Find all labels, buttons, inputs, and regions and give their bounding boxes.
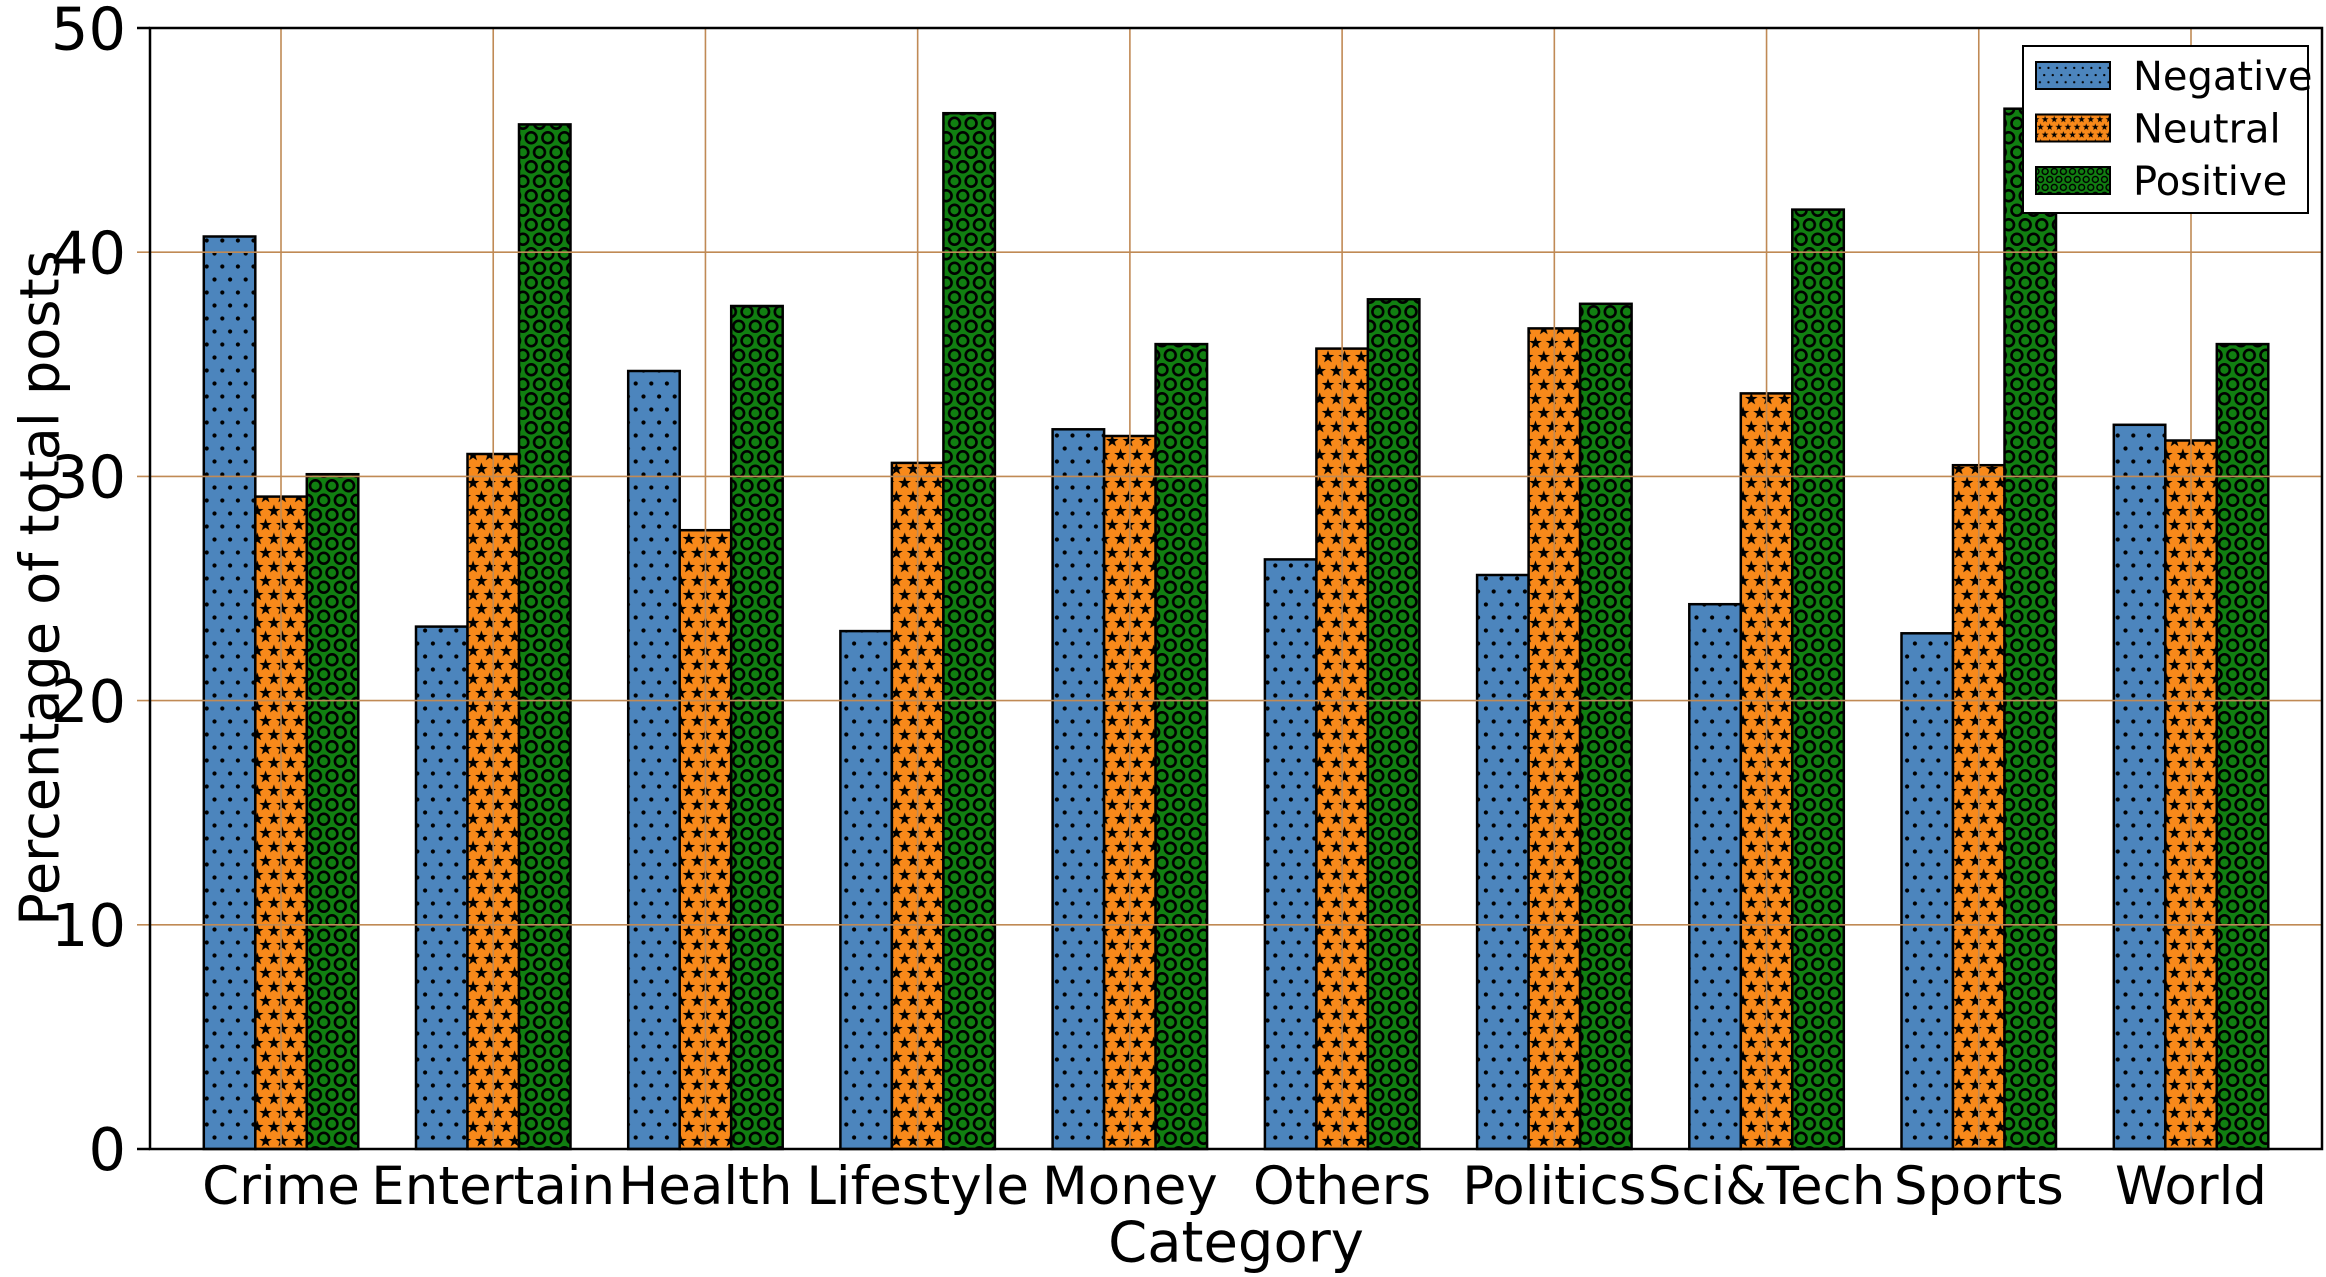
legend-label-neutral: Neutral [2133,106,2281,152]
y-tick-label-20: 20 [51,667,126,736]
grid-group [137,26,2322,1151]
bar-negative-world [2112,423,2167,1151]
bar-negative-entertain [414,625,469,1151]
bar-negative-lifestyle [839,629,894,1151]
bar-positive-money [1154,342,1209,1151]
x-tick-label-health: Health [618,1156,792,1217]
axes-frame [148,26,2324,1151]
x-tick-label-sci-tech: Sci&Tech [1648,1156,1886,1217]
legend-swatch-negative [2035,61,2111,90]
y-tick-label-30: 30 [51,443,126,512]
x-axis-label: Category [1108,1210,1364,1276]
y-tick-label-10: 10 [51,891,126,960]
bar-negative-sci-tech [1688,602,1743,1151]
bar-positive-others [1366,298,1421,1151]
tick-labels-group: 0 10 20 30 40 50 Crime Entertain Health Lifestyle… [51,0,2267,1217]
y-tick-label-0: 0 [88,1115,126,1184]
x-tick-label-money: Money [1042,1156,1218,1217]
bar-positive-politics [1578,302,1633,1151]
bar-negative-others [1263,558,1318,1151]
legend-swatch-neutral [2035,113,2111,143]
x-tick-label-crime: Crime [202,1156,360,1217]
y-tick-label-40: 40 [51,218,126,287]
legend-label-negative: Negative [2133,54,2313,100]
legend-swatch-positive [2035,166,2111,195]
y-axis-label: Percentage of total posts [8,250,72,926]
x-tick-label-lifestyle: Lifestyle [806,1156,1029,1217]
bar-negative-politics [1475,573,1530,1151]
y-tick-label-50: 50 [51,0,126,63]
bar-positive-sports [2003,107,2058,1151]
bar-positive-entertain [517,123,572,1151]
x-tick-label-sports: Sports [1894,1156,2064,1217]
bar-positive-sci-tech [1791,208,1846,1151]
bar-positive-world [2215,342,2270,1151]
bar-positive-health [729,304,784,1151]
x-tick-label-politics: Politics [1462,1156,1646,1217]
bar-negative-sports [1900,632,1955,1151]
legend: Negative Neutral Positive [2022,45,2313,214]
bar-negative-money [1051,428,1106,1151]
bar-positive-lifestyle [942,111,997,1151]
x-tick-label-world: World [2115,1156,2267,1217]
bar-negative-health [626,369,681,1151]
x-tick-label-entertain: Entertain [371,1156,615,1217]
bar-negative-crime [202,235,257,1151]
x-tick-label-others: Others [1253,1156,1431,1217]
bars-group [202,107,2270,1151]
legend-label-positive: Positive [2133,159,2287,205]
bar-positive-crime [305,472,360,1151]
